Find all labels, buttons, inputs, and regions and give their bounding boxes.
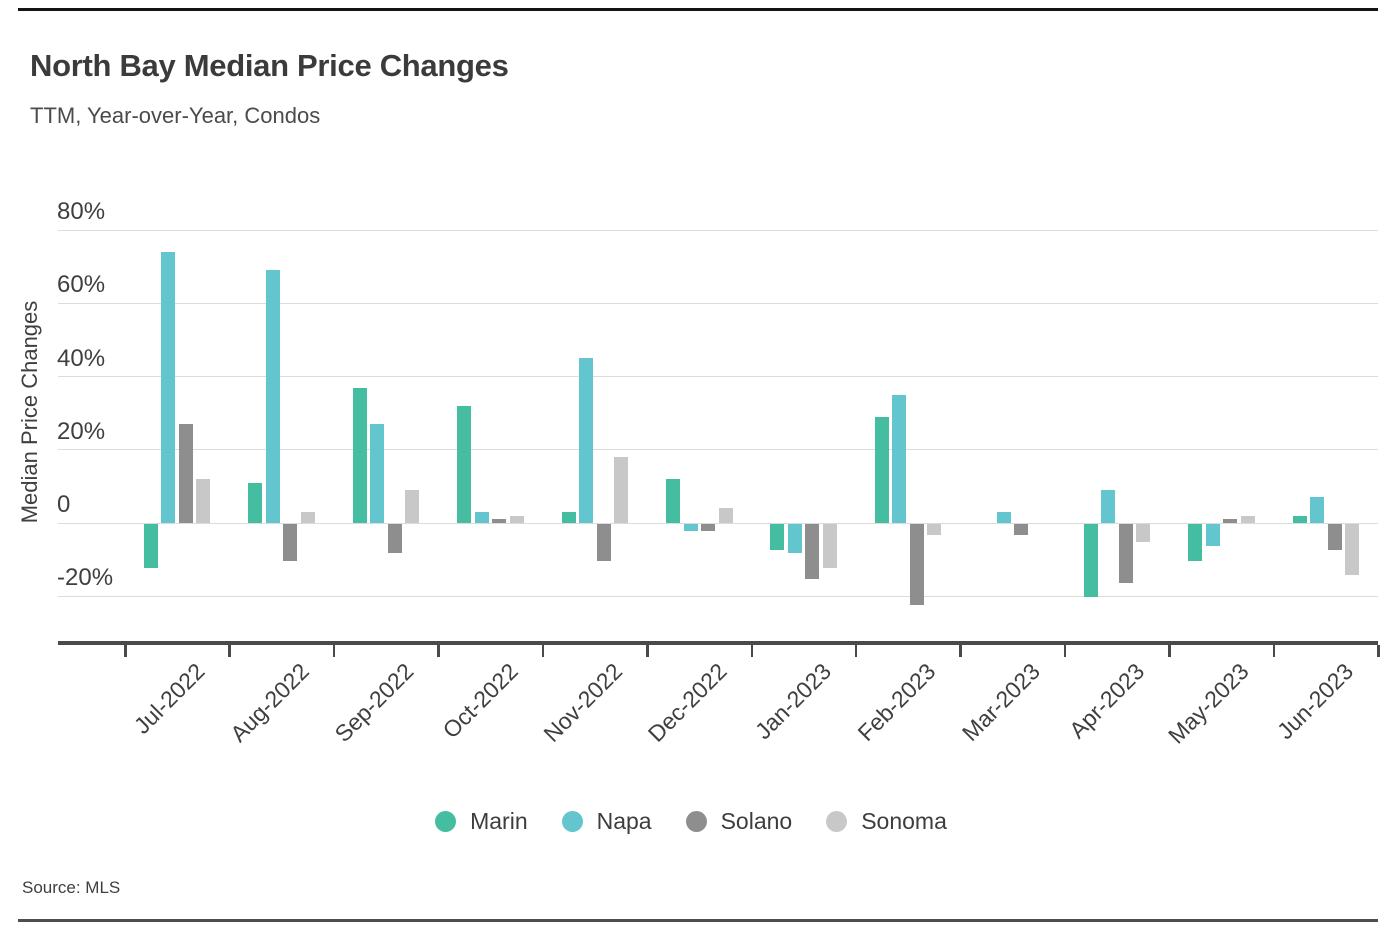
gridline: [58, 302, 1378, 304]
bar-solano-oct-2022: [492, 519, 507, 523]
bar-marin-jul-2022: [143, 524, 158, 568]
legend-label: Marin: [470, 808, 528, 834]
bar-napa-feb-2023: [892, 394, 907, 523]
bar-napa-sep-2022: [370, 424, 385, 523]
bar-marin-apr-2023: [1083, 524, 1098, 598]
x-axis-tick: [1168, 645, 1171, 657]
gridline: [58, 595, 1378, 597]
bar-sonoma-feb-2023: [927, 524, 942, 535]
bar-marin-jun-2023: [1292, 515, 1307, 523]
bar-solano-apr-2023: [1118, 524, 1133, 583]
x-axis-tick: [437, 645, 440, 657]
x-axis-tick: [1272, 645, 1276, 657]
legend-dot-marin-icon: [435, 811, 457, 832]
y-tick-label: -20%: [57, 564, 114, 592]
bar-napa-mar-2023: [996, 512, 1011, 523]
bar-napa-oct-2022: [474, 512, 489, 523]
bar-sonoma-jul-2022: [196, 479, 211, 523]
bar-marin-feb-2023: [874, 416, 889, 523]
chart-subtitle: TTM, Year-over-Year, Condos: [30, 103, 321, 128]
legend: Marin Napa Solano Sonoma: [0, 808, 1382, 835]
x-axis-tick: [541, 645, 545, 657]
x-axis-tick: [750, 645, 753, 657]
bar-napa-jan-2023: [787, 524, 802, 554]
bar-solano-nov-2022: [596, 524, 611, 561]
bar-solano-may-2023: [1223, 519, 1238, 523]
bar-sonoma-sep-2022: [405, 490, 420, 523]
x-axis-tick: [228, 645, 231, 657]
bar-solano-jun-2023: [1327, 524, 1342, 550]
bar-napa-dec-2022: [683, 524, 698, 532]
bar-solano-jul-2022: [178, 424, 193, 523]
bar-sonoma-oct-2022: [509, 515, 524, 523]
legend-item-sonoma[interactable]: Sonoma: [826, 808, 947, 835]
bar-sonoma-dec-2022: [718, 508, 733, 523]
legend-dot-napa-icon: [561, 811, 583, 832]
bar-napa-apr-2023: [1101, 490, 1116, 523]
gridline: [58, 522, 1378, 524]
x-axis-tick: [959, 645, 962, 657]
bar-sonoma-apr-2023: [1136, 524, 1151, 543]
bottom-divider: [18, 919, 1378, 922]
bar-sonoma-jun-2023: [1345, 524, 1360, 576]
chart-title: North Bay Median Price Changes: [30, 48, 509, 83]
legend-dot-sonoma-icon: [826, 811, 848, 832]
bar-marin-jan-2023: [770, 524, 785, 550]
legend-dot-solano-icon: [685, 811, 707, 832]
x-axis-tick: [854, 645, 858, 657]
bar-marin-sep-2022: [352, 387, 367, 523]
legend-label: Solano: [720, 808, 793, 834]
gridline: [58, 229, 1378, 231]
bar-sonoma-jan-2023: [822, 524, 837, 568]
y-tick-label: 0: [57, 491, 71, 518]
bar-napa-nov-2022: [579, 358, 594, 523]
legend-label: Sonoma: [861, 808, 947, 834]
y-tick-label: 40%: [57, 344, 106, 372]
x-tick-label: Aug-2022: [225, 658, 315, 747]
legend-item-napa[interactable]: Napa: [561, 808, 652, 835]
bar-sonoma-may-2023: [1240, 515, 1255, 523]
bar-sonoma-aug-2022: [300, 512, 315, 523]
bar-solano-mar-2023: [1014, 524, 1029, 535]
top-divider: [18, 8, 1378, 11]
y-tick-label: 20%: [57, 417, 106, 445]
legend-label: Napa: [596, 808, 652, 834]
x-axis-tick: [646, 645, 649, 657]
x-axis-tick: [1063, 645, 1067, 657]
legend-item-solano[interactable]: Solano: [685, 808, 793, 835]
legend-item-marin[interactable]: Marin: [435, 808, 528, 835]
x-tick-label: Oct-2022: [437, 658, 523, 744]
bar-solano-aug-2022: [283, 524, 298, 561]
bar-solano-sep-2022: [387, 524, 402, 554]
bar-napa-may-2023: [1205, 524, 1220, 546]
bar-solano-dec-2022: [701, 524, 716, 532]
x-axis-tick: [124, 645, 127, 657]
x-axis-line: [58, 641, 1378, 645]
gridline: [58, 449, 1378, 451]
x-tick-label: Jan-2023: [749, 658, 837, 745]
bar-napa-jun-2023: [1310, 497, 1325, 523]
x-axis-tick: [1377, 645, 1380, 657]
x-axis-tick: [332, 645, 336, 657]
bar-marin-nov-2022: [561, 512, 576, 523]
bar-solano-feb-2023: [909, 524, 924, 605]
bar-napa-aug-2022: [265, 270, 280, 523]
bar-marin-dec-2022: [666, 479, 681, 523]
gridline: [58, 376, 1378, 378]
bar-marin-oct-2022: [457, 405, 472, 523]
y-tick-label: 80%: [57, 198, 106, 226]
source-note: Source: MLS: [22, 878, 121, 897]
y-tick-label: 60%: [57, 271, 106, 299]
bar-marin-aug-2022: [248, 482, 263, 523]
bar-napa-jul-2022: [161, 252, 176, 523]
bar-marin-may-2023: [1188, 524, 1203, 561]
bar-sonoma-nov-2022: [614, 457, 629, 523]
bar-solano-jan-2023: [805, 524, 820, 579]
